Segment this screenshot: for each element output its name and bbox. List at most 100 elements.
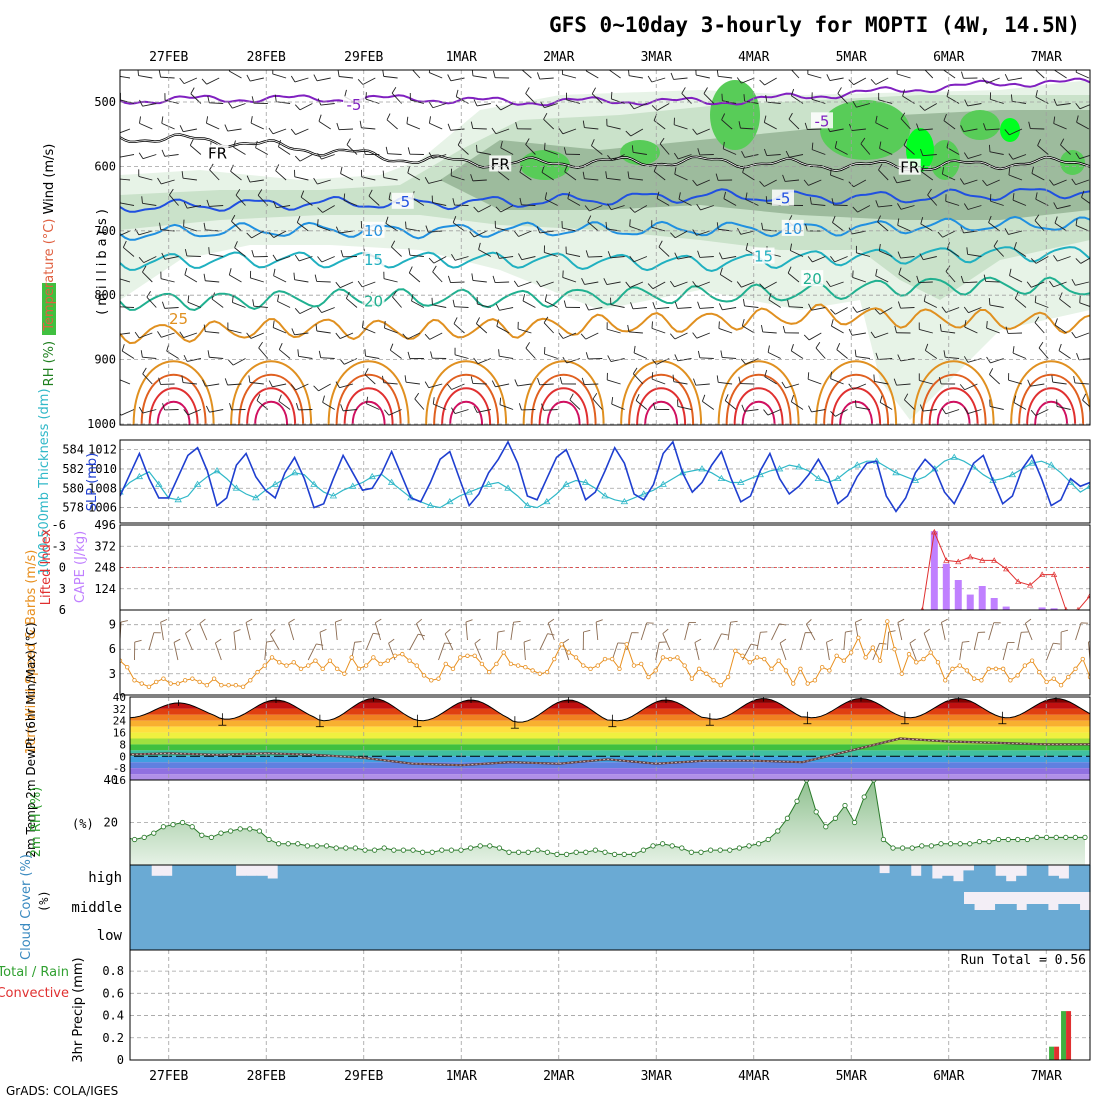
wind-barb [294,104,301,111]
wind-barb [414,392,420,400]
wind10-barb [1002,642,1008,661]
wind-barb [815,347,826,359]
wind-barb [382,70,385,77]
wind-barb [432,103,447,109]
cloud-cell-low [551,922,564,950]
wind-barb [249,381,264,385]
wind-barb [189,145,202,155]
tick-label: 0.2 [102,1031,124,1045]
date-label-bottom: 7MAR [1031,1069,1062,1084]
wind-barb [606,125,621,130]
cloud-cell-high [224,865,237,892]
contour-label-bg [772,189,794,206]
contour-label-bg [343,96,365,113]
thickness-point [775,465,784,472]
wind10-barb [474,638,481,644]
wind-barb [835,409,848,417]
hot-contour [725,373,792,425]
cloud-level-label: high [88,870,122,886]
wind-barb [853,77,867,86]
wind-barb [785,150,790,158]
wind-barb [920,223,934,232]
rh-point [132,836,138,843]
wind-barb [407,172,421,181]
wind-barb [184,267,188,275]
wind-barb [699,256,714,258]
wind10-point [834,653,839,658]
wind10-point [776,658,781,663]
wind-barb [478,249,492,257]
rh-point [746,843,752,849]
wind-barb [852,100,857,108]
temp-band [130,714,1090,721]
wind-barb [384,327,398,334]
axis-titles: RH (%) Temperature (°C) Wind (m/s) (mill… [0,144,110,1063]
wind-barb [807,256,813,263]
date-label-bottom: 29FEB [344,1069,383,1084]
wind-barb [1038,347,1049,359]
wind-barb [585,70,599,79]
cloud-cell-low [404,922,416,950]
wind-barb [606,281,621,286]
thickness-point [310,480,318,487]
wind10-point [1044,679,1049,685]
hot-contour [351,400,386,425]
cloud-cell-low [689,922,701,950]
wind-barb [990,200,1004,206]
precip-conv-bar [1054,1046,1060,1060]
wind10-barb [988,622,995,641]
wind-barb [1054,318,1058,326]
wind10-point [400,651,405,657]
wind-barb [1035,90,1038,98]
wind-barb [229,70,242,79]
thickness-point [407,494,415,501]
wind-barb [142,367,147,375]
wind-barb [250,122,264,130]
wind-barb [473,357,479,364]
wind-barb [562,128,577,135]
wind10-point [791,681,796,686]
thickness-point [271,480,279,487]
cloud-cell-middle [583,892,595,922]
cloud-cell-high [699,865,711,892]
wind-barb [120,178,131,181]
wind-barb [408,272,421,283]
wind-barb [558,332,564,339]
cloud-cell-low [741,922,754,950]
wind-barb [760,324,764,333]
wind-barb [723,198,737,206]
wind-barb [655,307,670,310]
thickness-point [446,497,454,505]
cloud-cell-middle [351,892,363,922]
wind-barb [143,256,157,264]
wind-barb [740,127,755,130]
wind-barb [677,256,692,260]
wind-barb [235,194,246,206]
wind-barb [496,251,500,259]
wind-title: Wind (m/s) [42,144,57,215]
wind10-barb [264,642,267,661]
wind-barb [1034,214,1040,221]
wind-barb [836,349,848,359]
wind-barb [227,102,233,109]
wind-barb [138,406,144,414]
wind-barb [632,373,644,385]
cloud-cell-high [604,865,616,892]
wind-barb [299,307,313,315]
rh-point [467,845,474,851]
hot-contour [230,360,313,425]
wind-barb [207,95,210,103]
wind10-point [306,663,311,668]
cape-bar [1038,607,1046,610]
wind-barb [860,143,871,155]
cloud-cell-high [256,875,268,892]
cloud-cell-high [541,865,553,892]
wind10-point [385,658,391,663]
wind10-point [132,678,137,683]
cloud-title: Cloud Cover (%) [19,854,34,960]
wind-barb [656,103,670,111]
wind-barb [963,152,969,159]
wind-barb [273,275,287,283]
